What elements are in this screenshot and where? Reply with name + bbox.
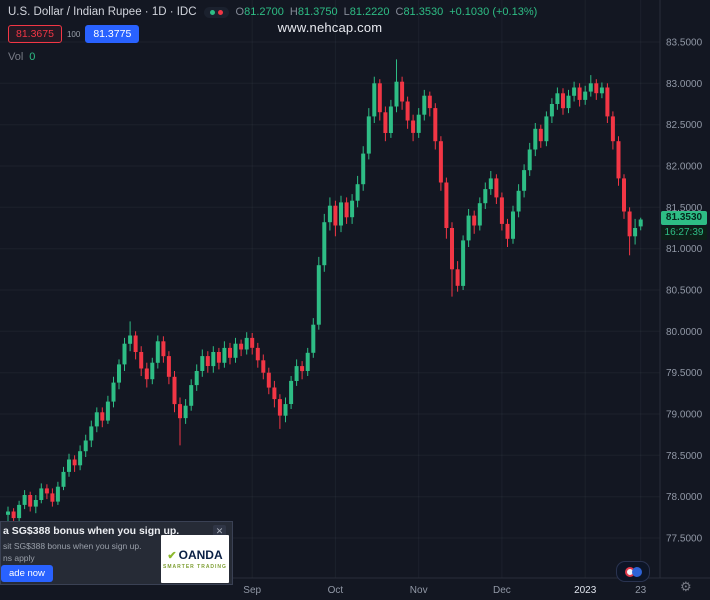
blue-circle-icon xyxy=(631,566,642,577)
up-dot-icon xyxy=(209,9,215,15)
svg-text:79.5000: 79.5000 xyxy=(666,368,703,379)
corner-logo-icon[interactable] xyxy=(616,561,650,582)
ad-banner: ✕ a SG$388 bonus when you sign up. sit S… xyxy=(0,521,233,585)
ohlc-values: O81.2700 H81.3750 L81.2220 C81.3530 +0.1… xyxy=(235,6,538,18)
svg-text:80.0000: 80.0000 xyxy=(666,327,703,338)
market-status-dots[interactable] xyxy=(203,6,229,18)
quantity-value[interactable]: 100 xyxy=(66,29,81,39)
symbol-title[interactable]: U.S. Dollar / Indian Rupee · 1D · IDC xyxy=(8,6,197,18)
oanda-brand: OANDA xyxy=(178,548,223,562)
low-value: 81.2220 xyxy=(349,6,390,18)
svg-text:23: 23 xyxy=(635,585,647,596)
price-scale[interactable] xyxy=(661,0,710,578)
oanda-mark-icon: ✔ xyxy=(167,549,177,562)
settings-gear-icon[interactable]: ⚙ xyxy=(680,579,692,594)
svg-text:81.0000: 81.0000 xyxy=(666,244,703,255)
volume-label: Vol xyxy=(8,51,24,63)
volume-value: 0 xyxy=(29,51,36,63)
svg-text:2023: 2023 xyxy=(574,585,597,596)
oanda-logo-box[interactable]: ✔ OANDA SMARTER TRADING xyxy=(161,535,229,583)
svg-text:Dec: Dec xyxy=(493,585,511,596)
high-value: 81.3750 xyxy=(297,6,338,18)
svg-text:83.0000: 83.0000 xyxy=(666,79,703,90)
svg-text:79.0000: 79.0000 xyxy=(666,410,703,421)
svg-text:81.5000: 81.5000 xyxy=(666,203,703,214)
volume-indicator[interactable]: Vol 0 xyxy=(8,51,537,63)
ad-terms: ns apply xyxy=(3,553,35,563)
legend: U.S. Dollar / Indian Rupee · 1D · IDC O8… xyxy=(8,6,537,63)
close-value: 81.3530 xyxy=(403,6,444,18)
current-price-value: 81.3530 xyxy=(661,211,707,226)
svg-text:Nov: Nov xyxy=(410,585,428,596)
sell-button[interactable]: 81.3675 xyxy=(8,25,62,43)
ad-cta-button[interactable]: ade now xyxy=(1,565,53,582)
svg-text:83.5000: 83.5000 xyxy=(666,38,703,49)
ad-close-button[interactable]: ✕ xyxy=(213,525,226,538)
svg-text:78.0000: 78.0000 xyxy=(666,492,703,503)
change-value: +0.1030 (+0.13%) xyxy=(449,6,538,18)
svg-text:82.0000: 82.0000 xyxy=(666,162,703,173)
oanda-tagline: SMARTER TRADING xyxy=(163,564,227,570)
chart-pane[interactable] xyxy=(0,0,660,578)
svg-text:77.5000: 77.5000 xyxy=(666,534,703,545)
svg-text:78.5000: 78.5000 xyxy=(666,451,703,462)
down-dot-icon xyxy=(217,9,223,15)
ad-headline: a SG$388 bonus when you sign up. xyxy=(3,525,180,537)
buy-button[interactable]: 81.3775 xyxy=(85,25,140,43)
svg-text:82.5000: 82.5000 xyxy=(666,120,703,131)
svg-text:80.5000: 80.5000 xyxy=(666,286,703,297)
watermark: www.nehcap.com xyxy=(277,20,383,35)
bar-countdown: 16:27:39 xyxy=(661,226,707,241)
current-price-tag: 81.3530 16:27:39 xyxy=(661,211,707,241)
ad-subtext: sit SG$388 bonus when you sign up. xyxy=(3,541,142,551)
open-value: 81.2700 xyxy=(244,6,284,18)
svg-text:Sep: Sep xyxy=(243,585,261,596)
svg-text:Oct: Oct xyxy=(328,585,344,596)
